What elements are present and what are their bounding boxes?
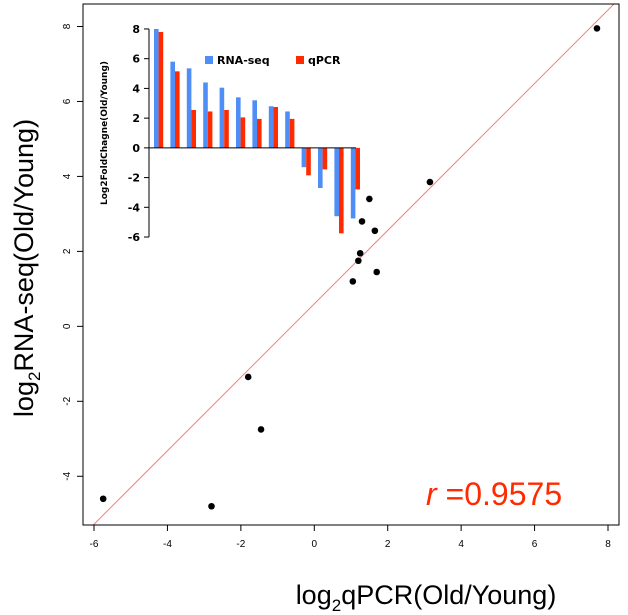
inset-bar-qpcr <box>257 118 262 148</box>
inset-y-tick-label: -4 <box>128 201 141 214</box>
y-tick-label: 6 <box>62 98 73 104</box>
plot-frame <box>82 3 620 526</box>
inset-bar-rnaseq <box>236 97 241 148</box>
x-tick-label: -6 <box>90 539 99 550</box>
inset-bar-qpcr <box>175 71 180 148</box>
inset-y-tick-label: 2 <box>132 112 140 125</box>
inset-bar-chart: 8 6 4 2 0 -2 -4 -6 Log2FoldChagne(Old/Young) RNA-… <box>100 23 360 244</box>
inset-bar-rnaseq <box>203 82 208 148</box>
x-tick-label: 0 <box>312 539 318 550</box>
inset-y-tick-label: -2 <box>128 172 140 185</box>
data-point <box>208 502 215 510</box>
y-tick-label: 2 <box>62 248 73 254</box>
regression-line <box>92 4 615 525</box>
inset-y-tick-label: 0 <box>132 142 140 155</box>
correlation-value: =0.9575 <box>437 476 562 512</box>
inset-bar-rnaseq <box>252 100 257 148</box>
x-tick-label: 4 <box>458 539 464 550</box>
y-tick-label: -2 <box>62 396 73 405</box>
correlation-symbol: r <box>426 476 438 512</box>
inset-bar-rnaseq <box>285 111 290 148</box>
inset-bar-qpcr <box>306 147 311 176</box>
data-point <box>257 426 265 433</box>
data-point <box>355 257 362 265</box>
legend-swatch <box>205 56 213 64</box>
data-point <box>426 178 434 186</box>
inset-bar-rnaseq <box>350 147 356 219</box>
inset-bar-rnaseq <box>301 147 307 168</box>
data-point <box>371 227 379 235</box>
data-point <box>373 268 380 276</box>
x-axis-title-rest: qPCR(Old/Young) <box>341 580 556 610</box>
x-tick-label: 8 <box>605 539 611 550</box>
inset-y-tick-label: 6 <box>132 53 140 66</box>
inset-y-axis-title: Log2FoldChagne(Old/Young) <box>100 61 110 205</box>
inset-bar-qpcr <box>289 118 295 148</box>
inset-bar-qpcr <box>224 109 229 148</box>
data-point <box>593 25 601 32</box>
legend-label: RNA-seq <box>217 54 270 67</box>
y-axis-title-subscript: 2 <box>25 372 44 381</box>
inset-bar-rnaseq <box>154 28 159 148</box>
x-tick-label: -4 <box>163 539 172 550</box>
inset-bar-qpcr <box>158 31 164 148</box>
inset-bar-rnaseq <box>318 147 323 188</box>
data-point <box>358 218 366 225</box>
data-point <box>244 373 252 381</box>
correlation-annotation: r =0.9575 <box>426 476 562 512</box>
data-point <box>356 249 364 257</box>
x-axis-title: log2qPCR(Old/Young) <box>296 580 557 615</box>
inset-bar-qpcr <box>273 106 278 148</box>
y-axis-title-rest: RNA-seq(Old/Young) <box>9 119 39 372</box>
inset-y-tick-label: 4 <box>132 82 140 95</box>
y-tick-label: 8 <box>62 23 73 29</box>
data-point <box>349 278 357 285</box>
x-axis-title-subscript: 2 <box>332 596 341 615</box>
data-point <box>99 495 107 503</box>
inset-bar-rnaseq <box>186 68 192 148</box>
inset-y-tick-label: 8 <box>132 23 140 36</box>
x-tick-label: 2 <box>385 539 391 550</box>
y-axis-title-prefix: log <box>9 381 39 417</box>
y-axis-title: log2RNA-seq(Old/Young) <box>9 119 44 417</box>
inset-bar-rnaseq <box>334 147 339 217</box>
inset-bar-qpcr <box>207 111 213 148</box>
inset-bar-qpcr <box>355 147 360 190</box>
x-tick-label: -2 <box>236 539 245 550</box>
inset-bar-qpcr <box>322 147 328 170</box>
x-tick-label: 6 <box>532 539 538 550</box>
inset-bar-rnaseq <box>219 87 225 148</box>
data-point <box>366 195 373 203</box>
inset-y-tick-label: -6 <box>128 231 141 244</box>
inset-bar-rnaseq <box>170 61 175 148</box>
inset-bar-qpcr <box>191 109 196 148</box>
y-tick-label: -4 <box>62 471 73 480</box>
y-tick-label: 4 <box>62 173 73 179</box>
y-tick-label: 0 <box>62 323 73 329</box>
main-scatter-plot: -6 -4 -2 0 2 4 6 8 -4 -2 0 2 4 6 8 <box>62 3 620 550</box>
inset-bar-qpcr <box>240 117 246 148</box>
legend-swatch <box>296 56 304 64</box>
inset-bar-rnaseq <box>268 106 274 148</box>
legend-label: qPCR <box>308 54 341 67</box>
x-axis-title-prefix: log <box>296 580 332 610</box>
inset-bar-qpcr <box>339 147 344 234</box>
